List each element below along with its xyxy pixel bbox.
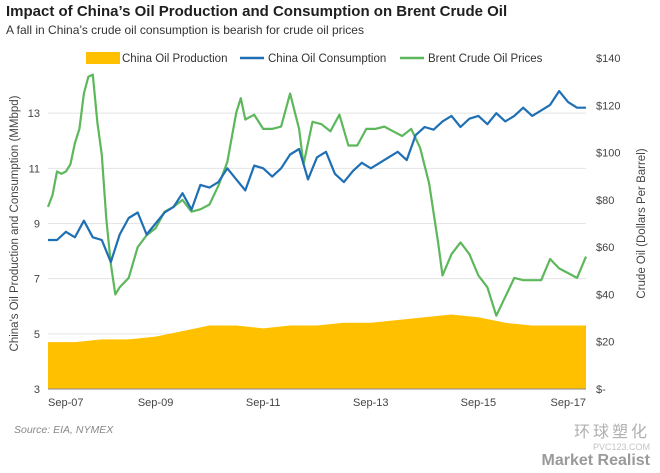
x-tick-label: Sep-13 — [353, 397, 388, 409]
y-left-tick-label: 3 — [34, 384, 40, 396]
y-right-tick-label: $120 — [596, 100, 620, 112]
x-tick-labels: Sep-07 Sep-09 Sep-11 Sep-13 Sep-15 Sep-17 — [48, 397, 586, 409]
chart-title: Impact of China’s Oil Production and Con… — [6, 3, 508, 20]
legend-label: China Oil Consumption — [268, 53, 386, 65]
y-right-tick-label: $60 — [596, 242, 614, 254]
brent-price-line — [46, 73, 588, 317]
chart-subtitle: A fall in China’s crude oil consumption … — [6, 23, 364, 37]
y-right-tick-label: $20 — [596, 337, 614, 349]
y-right-tick-label: $- — [596, 384, 606, 396]
y-left-tick-label: 13 — [28, 108, 40, 120]
y-left-tick-label: 11 — [29, 163, 40, 175]
y-right-tick-label: $140 — [596, 53, 620, 65]
y-right-tick-label: $80 — [596, 195, 614, 207]
watermark-cn: 环球塑化 — [573, 424, 650, 441]
legend-label: Brent Crude Oil Prices — [428, 53, 543, 65]
x-tick-label: Sep-15 — [461, 397, 496, 409]
watermark-brand: Market Realist — [541, 452, 651, 469]
x-tick-label: Sep-11 — [246, 397, 281, 409]
x-tick-label: Sep-17 — [551, 397, 586, 409]
y-left-tick-label: 5 — [34, 329, 40, 341]
y-left-axis-title: China's Oil Production and Consumption (… — [9, 95, 21, 351]
watermark: 环球塑化 PVC123.COM Market Realist — [542, 418, 651, 470]
x-tick-label: Sep-07 — [48, 397, 83, 409]
x-tick-label: Sep-09 — [138, 397, 173, 409]
y-left-tick-labels: 3 5 7 9 11 13 — [28, 108, 40, 396]
y-left-tick-label: 9 — [34, 219, 40, 231]
legend: China Oil Production China Oil Consumptio… — [86, 52, 543, 65]
production-area — [48, 314, 586, 389]
y-right-tick-labels: $- $20 $40 $60 $80 $100 $120 $140 — [596, 53, 620, 396]
y-right-tick-label: $100 — [596, 148, 620, 160]
legend-label: China Oil Production — [122, 53, 227, 65]
y-left-tick-label: 7 — [34, 274, 40, 286]
legend-swatch-production — [86, 52, 120, 64]
y-right-tick-label: $40 — [596, 289, 614, 301]
watermark-url: PVC123.COM — [592, 442, 650, 452]
y-right-axis-title: Crude Oil (Dollars Per Barrel) — [636, 148, 648, 298]
consumption-line — [48, 90, 586, 264]
source-note: Source: EIA, NYMEX — [14, 424, 114, 436]
